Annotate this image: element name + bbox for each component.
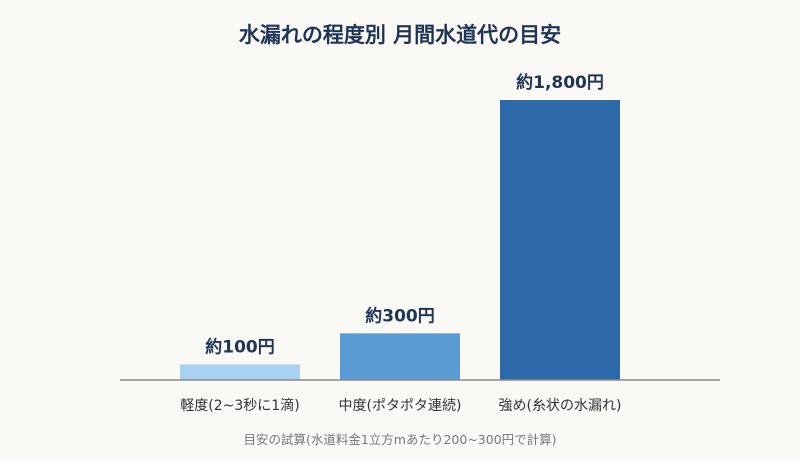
bar-3 [500,100,620,380]
category-label-2: 中度(ポタポタ連続) [339,397,462,414]
bars-group [180,100,620,380]
chart-title: 水漏れの程度別 月間水道代の目安 [239,23,561,47]
chart-footnote: 目安の試算(水道料金1立方mあたり200~300円で計算) [243,432,556,447]
category-label-1: 軽度(2~3秒に1滴) [180,397,299,414]
bar-value-label-1: 約100円 [205,336,275,357]
bar-2 [340,333,460,380]
bar-value-label-3: 約1,800円 [516,72,604,93]
category-label-3: 強め(糸状の水漏れ) [499,398,622,414]
bar-1 [180,364,300,380]
bar-value-label-2: 約300円 [365,305,435,326]
